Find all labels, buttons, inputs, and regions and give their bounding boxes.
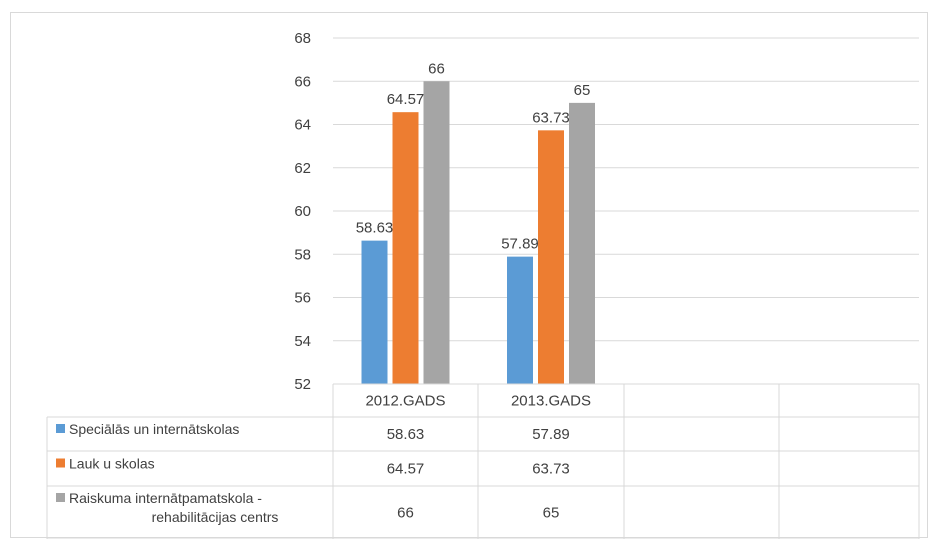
bar-data-label: 65 (574, 82, 591, 99)
legend-swatch (56, 493, 65, 502)
legend-swatch (56, 458, 65, 468)
data-table: 2012.GADS 2013.GADS Speciālās un internāts… (46, 383, 920, 539)
bar-data-label: 64.57 (387, 91, 425, 108)
y-tick-label: 58 (294, 246, 311, 263)
legend-label: Lauk u skolas (69, 456, 155, 472)
table-value-cell: 66 (397, 505, 414, 522)
bar (392, 112, 419, 384)
category-label: 2013.GADS (511, 393, 591, 410)
y-tick-label: 64 (294, 117, 311, 134)
y-tick-label: 68 (294, 30, 311, 47)
bars (361, 81, 595, 384)
category-label: 2012.GADS (365, 393, 445, 410)
table-value-cell: 58.63 (387, 426, 425, 443)
table-value-cell: 65 (543, 505, 560, 522)
legend-swatch (56, 424, 65, 433)
y-tick-label: 54 (294, 333, 311, 350)
bar-data-label: 57.89 (501, 236, 539, 253)
data-labels: 58.63 57.89 64.57 63.73 66 65 (356, 60, 591, 252)
bar (423, 81, 450, 384)
gridlines (333, 37, 919, 385)
y-tick-label: 62 (294, 160, 311, 177)
y-tick-label: 66 (294, 73, 311, 90)
table-value-cell: 64.57 (387, 461, 425, 478)
bar-data-label: 58.63 (356, 220, 394, 237)
y-axis-tick-labels: 52 54 56 58 60 62 64 66 68 (294, 30, 311, 393)
legend-label: Speciālās un internātskolas (69, 421, 239, 437)
bar (361, 240, 388, 384)
table-value-cell: 63.73 (532, 461, 570, 478)
chart-frame: 52 54 56 58 60 62 64 66 68 58.63 57.89 64.57 63.73 6… (10, 12, 928, 539)
bar-data-label: 66 (428, 60, 445, 77)
table-value-cell: 57.89 (532, 426, 570, 443)
y-tick-label: 56 (294, 290, 311, 307)
bar (507, 256, 533, 384)
y-tick-label: 52 (294, 376, 311, 393)
bar (569, 102, 595, 384)
bar (538, 130, 564, 384)
legend-label: rehabilitācijas centrs (152, 509, 279, 525)
bar-data-label: 63.73 (532, 109, 570, 126)
legend-label: Raiskuma internātpamatskola - (69, 490, 262, 506)
y-tick-label: 60 (294, 203, 311, 220)
